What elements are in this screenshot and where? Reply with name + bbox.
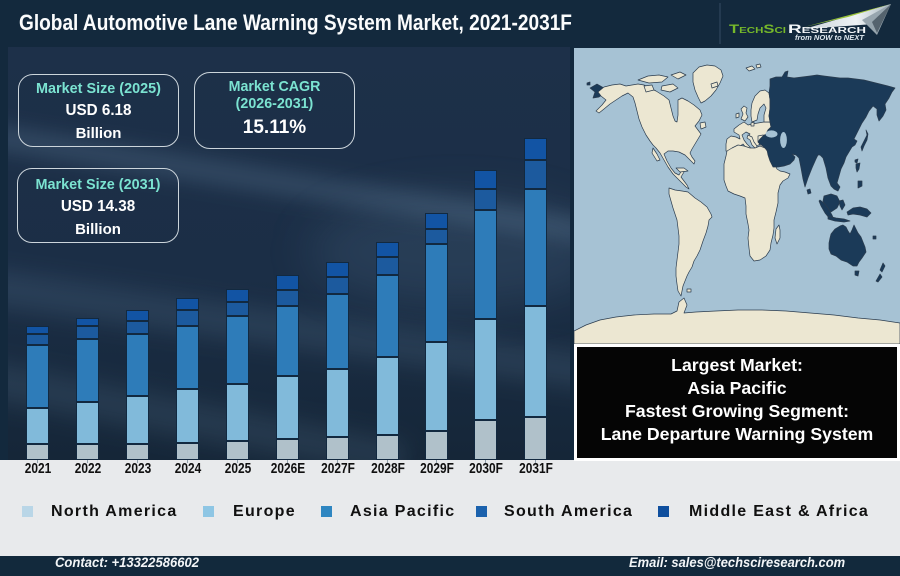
svg-text:Research: Research [788, 24, 866, 36]
svg-text:TechSci: TechSci [729, 24, 786, 36]
svg-text:from NOW to NEXT: from NOW to NEXT [795, 33, 865, 42]
